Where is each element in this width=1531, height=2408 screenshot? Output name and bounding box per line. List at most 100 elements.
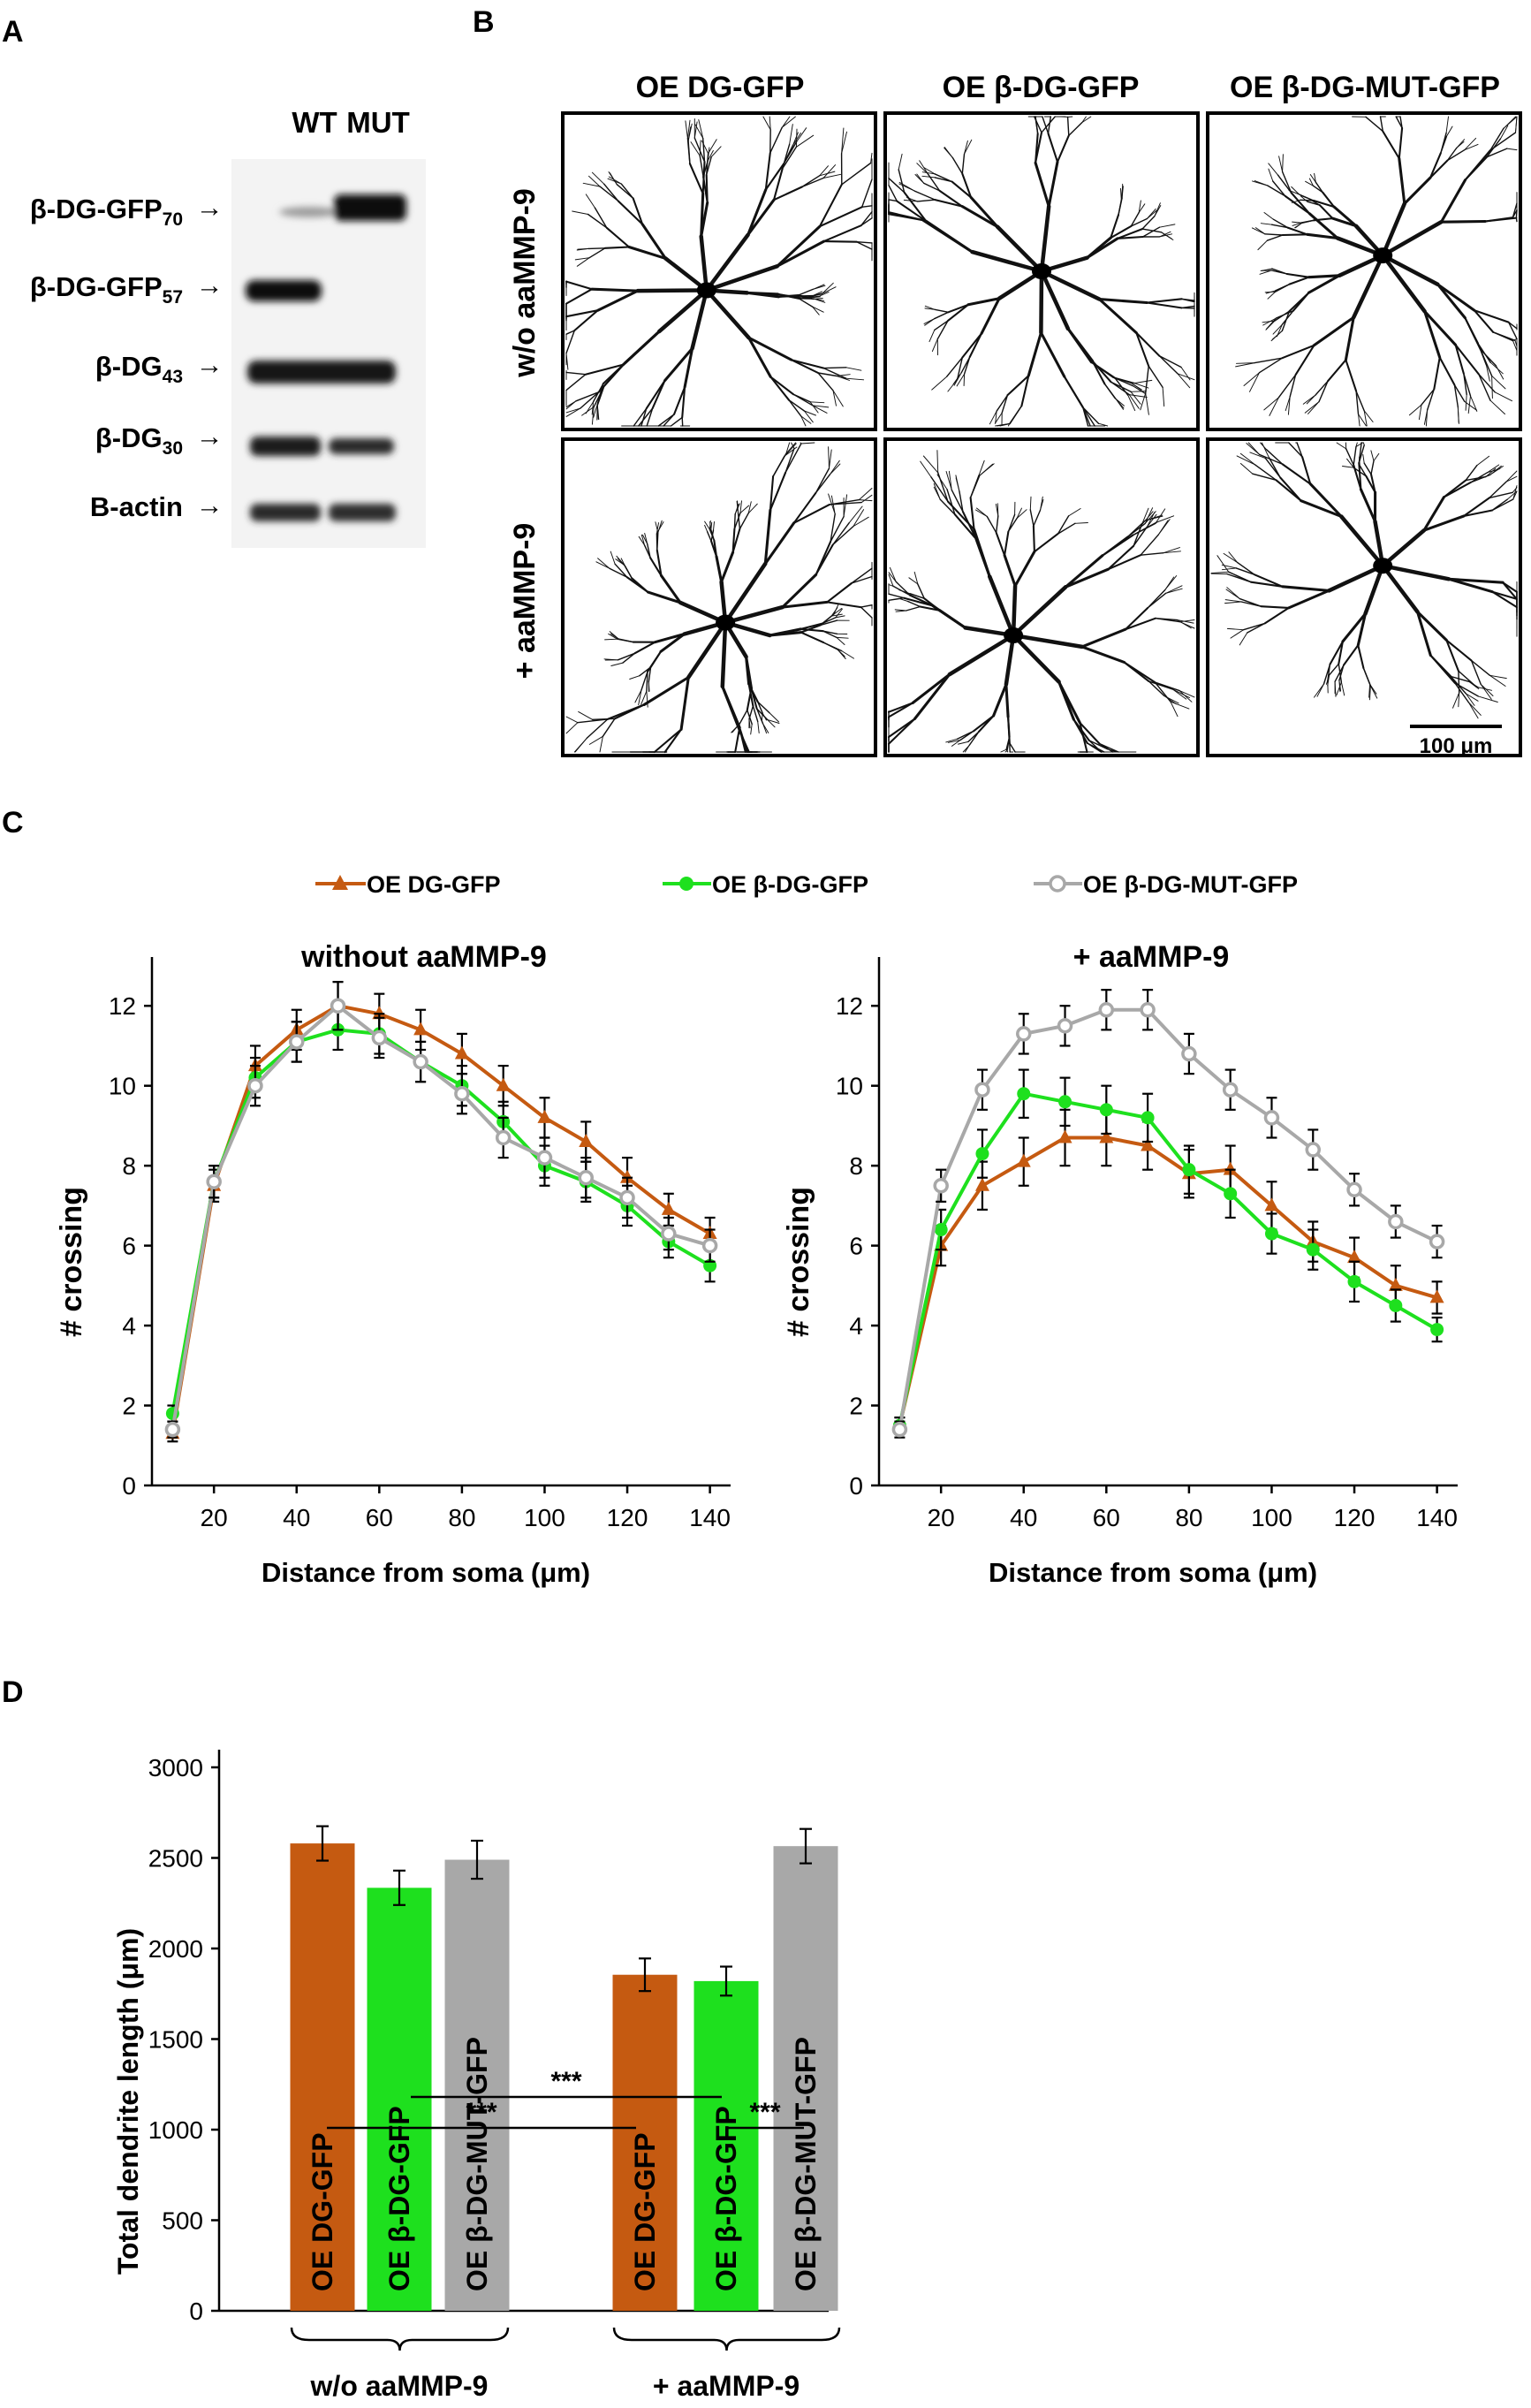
dendrite-segment	[1308, 482, 1343, 519]
dendrite-segment	[792, 393, 814, 406]
dendrite-segment	[608, 176, 622, 185]
dendrite-segment	[1422, 496, 1445, 532]
dendrite-segment	[603, 246, 631, 249]
dendrite-segment	[1395, 116, 1403, 129]
dendrite-segment	[1470, 395, 1478, 412]
dendrite-segment	[924, 305, 936, 310]
dendrite-segment	[974, 537, 991, 578]
dendrite-segment	[1269, 397, 1279, 416]
dendrite-segment	[1147, 589, 1166, 609]
dendrite-segment	[1486, 138, 1502, 158]
dendrite-segment	[1135, 331, 1161, 357]
dendrite-segment	[822, 642, 843, 652]
dendrite-segment	[1047, 132, 1059, 163]
dendrite-segment	[1380, 528, 1427, 568]
panel-c: C OE DG-GFP OE β-DG-GFP OE β-DG-MUT-GFP …	[2, 806, 1458, 1588]
dendrite-segment	[888, 596, 906, 602]
dendrite-segment	[1260, 223, 1273, 225]
dendrite-segment	[800, 631, 825, 644]
dendrite-segment	[1004, 633, 1016, 687]
data-point	[495, 1129, 512, 1146]
dendrite-segment	[1502, 581, 1519, 593]
dendrite-segment	[1165, 585, 1183, 594]
dendrite-segment	[951, 489, 964, 513]
dendrite-segment	[1338, 640, 1344, 665]
dendrite-length-bar-chart: Total dendrite length (μm) w/o aaMMP-9 +…	[112, 1750, 841, 2402]
dendrite-segment	[829, 498, 860, 505]
y-tick-label: 0	[122, 1472, 136, 1500]
dendrite-segment	[1154, 202, 1161, 217]
data-point	[1306, 1242, 1320, 1257]
sholl-chart-with: + aaMMP-9 Distance from soma (μm) # cros…	[782, 940, 1458, 1588]
y-tick-label: 8	[122, 1152, 136, 1180]
dendrite-segment	[1355, 442, 1358, 447]
dendrite-segment	[1258, 357, 1284, 374]
dendrite-segment	[769, 712, 779, 723]
dendrite-segment	[1291, 186, 1300, 195]
dendrite-segment	[848, 505, 863, 524]
dendrite-segment	[1034, 161, 1050, 209]
dendrite-segment	[606, 703, 646, 720]
panel-a: A WT MUT β-DG-GFP70 → β-DG-GFP57 → β-DG4…	[2, 15, 426, 548]
dendrite-segment	[1047, 160, 1059, 209]
dendrite-segment	[653, 632, 686, 644]
dendrite-segment	[1480, 683, 1492, 700]
data-point	[1346, 1181, 1362, 1198]
dendrite-segment	[814, 298, 826, 303]
dendrite-segment	[621, 330, 661, 367]
dendrite-segment	[785, 442, 791, 454]
dendrite-segment	[820, 615, 832, 627]
dendrite-segment	[963, 373, 966, 386]
neuron-image-dg-with	[561, 437, 877, 757]
dendrite-segment	[1011, 585, 1068, 638]
dendrite-segment	[1318, 380, 1329, 403]
dendrite-segment	[1308, 178, 1314, 186]
dendrite-segment	[800, 624, 822, 634]
dendrite-segment	[822, 224, 862, 243]
x-axis-label: Distance from soma (μm)	[261, 1557, 590, 1588]
dendrite-segment	[1068, 121, 1083, 137]
dendrite-segment	[707, 147, 710, 162]
dendrite-segment	[1478, 373, 1491, 401]
dendrite-segment	[934, 173, 953, 183]
dendrite-segment	[1423, 309, 1442, 360]
dendrite-segment	[1380, 253, 1427, 314]
dendrite-segment	[921, 171, 936, 175]
dendrite-segment	[704, 520, 710, 530]
dendrite-segment	[1300, 219, 1315, 224]
dendrite-segment	[1502, 581, 1519, 601]
dendrite-segment	[1267, 291, 1277, 300]
data-point	[578, 1169, 594, 1186]
dendrite-segment	[997, 423, 1011, 427]
dendrite-segment	[734, 726, 741, 754]
dendrite-segment	[1436, 283, 1476, 312]
dendrite-segment	[1281, 344, 1315, 360]
neuron	[1210, 442, 1519, 719]
dendrite-segment	[1288, 442, 1303, 458]
dendrite-segment	[1158, 355, 1182, 368]
dendrite-segment	[781, 116, 791, 128]
dendrite-segment	[1341, 611, 1368, 643]
dendrite-segment	[1359, 488, 1377, 523]
dendrite-segment	[1262, 317, 1277, 326]
data-point	[1388, 1277, 1403, 1291]
dendrite-segment	[591, 406, 595, 425]
dendrite-segment	[815, 543, 834, 576]
panel-label-c: C	[2, 806, 24, 839]
y-tick-label: 4	[849, 1312, 863, 1340]
dendrite-segment	[979, 463, 995, 476]
dendrite-segment	[747, 501, 752, 514]
x-tick-label: 100	[1251, 1504, 1292, 1531]
dendrite-segment	[801, 177, 824, 188]
dendrite-segment	[1133, 379, 1153, 384]
dendrite-segment	[1473, 309, 1495, 333]
dendrite-segment	[1492, 331, 1514, 342]
dendrite-segment	[769, 116, 771, 131]
dendrite-segment	[1307, 274, 1341, 279]
dendrite-segment	[1464, 316, 1482, 351]
dendrite-segment	[1016, 509, 1027, 519]
dendrite-segment	[1281, 309, 1294, 325]
dendrite-segment	[706, 530, 712, 543]
x-tick-label: 80	[448, 1504, 475, 1531]
dendrite-segment	[1039, 204, 1051, 274]
